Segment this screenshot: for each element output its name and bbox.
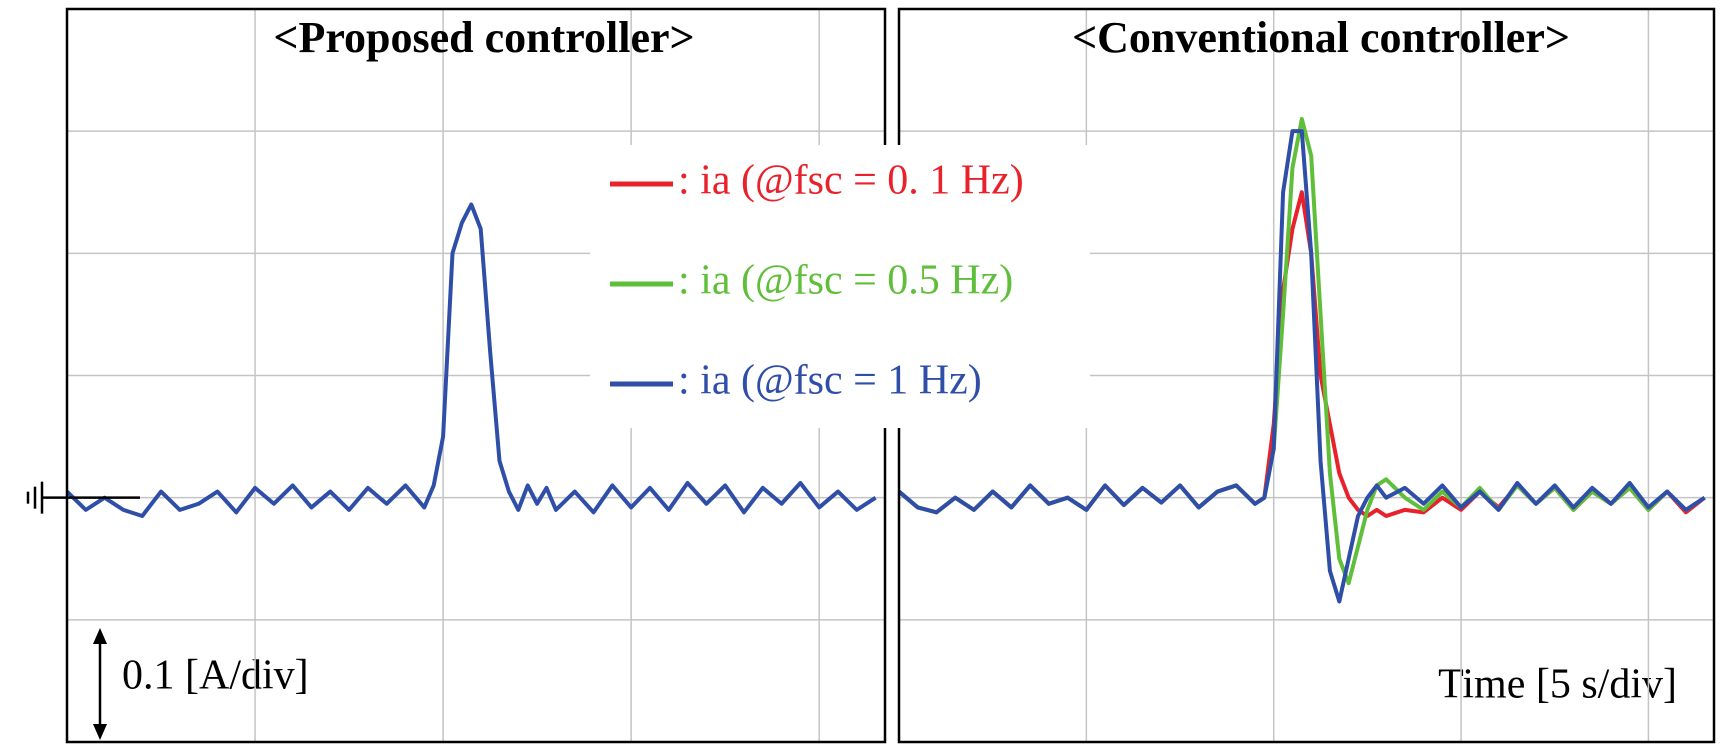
legend-box [590,145,1090,428]
panel-title: <Proposed controller> [273,13,694,62]
legend-label: : ia (@fsc = 0. 1 Hz) [678,158,1024,204]
panel-title: <Conventional controller> [1072,13,1570,62]
y-scale-annotation: 0.1 [A/div] [122,653,309,699]
scale-arrow [93,628,107,740]
time-scale-annotation: Time [5 s/div] [1438,662,1677,708]
legend-label: : ia (@fsc = 0.5 Hz) [678,258,1013,304]
trace [65,202,877,518]
legend-label: : ia (@fsc = 1 Hz) [678,358,982,404]
trace [897,129,1706,604]
